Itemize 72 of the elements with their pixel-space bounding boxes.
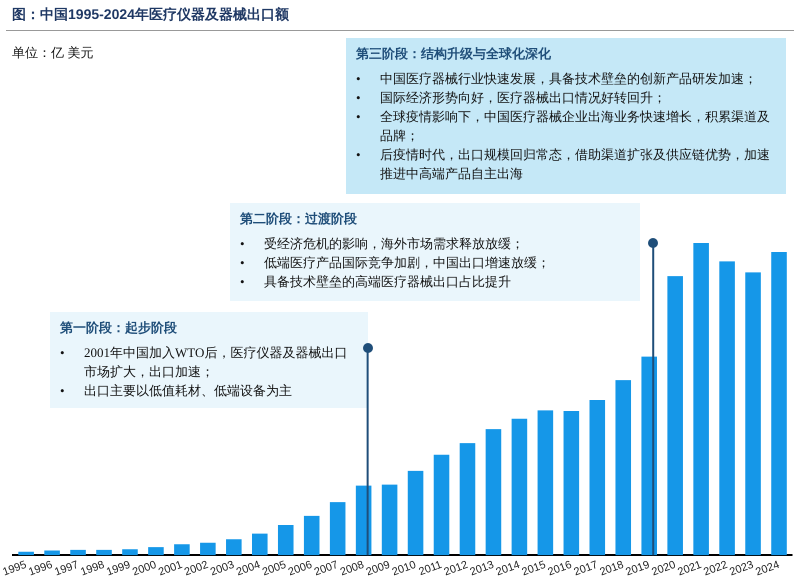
chart-title: 图：中国1995-2024年医疗仪器及器械出口额 — [12, 6, 289, 24]
x-tick-label: 2020 — [650, 558, 678, 578]
x-tick-label: 2014 — [494, 558, 522, 578]
bar — [226, 539, 242, 556]
annotation: 受经济危机的影响，海外市场需求释放放缓； — [264, 235, 524, 253]
annotation: • — [240, 235, 246, 253]
x-tick-label: 2010 — [390, 558, 418, 578]
x-tick-label: 2024 — [754, 558, 782, 578]
annotation: • — [60, 382, 66, 400]
bar — [771, 252, 787, 556]
bar — [693, 243, 709, 556]
bar — [200, 542, 216, 556]
annotation: 具备技术壁垒的高端医疗器械出口占比提升 — [264, 273, 511, 291]
x-tick-label: 2016 — [546, 558, 574, 578]
x-tick-label: 2013 — [468, 558, 496, 578]
bar — [148, 547, 164, 556]
text-box: 第三阶段：结构升级与全球化深化 • 中国医疗器械行业快速发展，具备技术壁垒的创新产品研发加速； • 国际经济形势向好，医疗器械出口情况好转回升； • 全球疫情影响下，中国医疗器械企业出海业务快速增长，积累渠道及品牌； • 后疫情时代，出口规模回归常态，借助渠道扩张及供应链优势，加速推进中高端产品自主出海 — [346, 38, 786, 194]
x-tick-label: 1998 — [79, 558, 106, 578]
bar — [564, 410, 580, 556]
bar — [96, 550, 112, 556]
x-tick-label: 2006 — [286, 558, 314, 578]
text: 第二阶段：过渡阶段 — [240, 211, 357, 226]
annotation: • — [240, 254, 246, 272]
x-tick-label: 2021 — [676, 558, 704, 578]
bar — [252, 534, 268, 556]
x-tick-label: 2015 — [520, 558, 548, 578]
bar — [304, 516, 320, 556]
bar — [122, 549, 138, 556]
x-tick-label: 2019 — [624, 558, 652, 578]
x-tick-label: 2000 — [130, 558, 158, 578]
bar — [667, 276, 683, 556]
bar — [460, 443, 476, 556]
x-tick-label: 2018 — [598, 558, 626, 578]
bar — [615, 380, 632, 556]
chart-subtitle: 单位：亿 美元 — [12, 44, 94, 62]
bar — [174, 544, 190, 556]
annotation: 2001年中国加入WTO后，医疗仪器及器械出口市场扩大，出口加速； — [84, 344, 348, 381]
bar — [719, 261, 735, 556]
x-tick-label: 1995 — [1, 558, 28, 578]
x-tick-label: 2012 — [442, 558, 470, 578]
bar — [590, 400, 606, 556]
bar — [538, 410, 554, 556]
x-tick-label: 2022 — [702, 558, 730, 578]
bar — [745, 272, 761, 556]
x-tick-label: 2005 — [260, 558, 288, 578]
bar — [330, 502, 346, 556]
x-tick-label: 2007 — [312, 558, 340, 578]
x-tick-label: 2002 — [182, 558, 210, 578]
bar — [486, 429, 502, 556]
x-tick-label: 2001 — [156, 558, 184, 578]
x-tick-label: 1997 — [53, 558, 80, 578]
annotation: 第一阶段：起步阶段 — [60, 319, 178, 337]
annotation: • — [60, 344, 66, 362]
x-tick-label: 1996 — [27, 558, 54, 578]
x-tick-label: 2023 — [728, 558, 756, 578]
annotation: • — [240, 273, 246, 291]
bar — [382, 484, 398, 556]
x-tick-label: 2009 — [364, 558, 392, 578]
bar — [512, 418, 528, 556]
bar — [278, 524, 294, 556]
x-tick-label: 1999 — [104, 558, 132, 578]
x-tick-label: 2011 — [417, 558, 444, 578]
annotation: 出口主要以低值耗材、低端设备为主 — [84, 382, 292, 400]
x-tick-label: 2017 — [572, 558, 600, 578]
bar — [70, 550, 86, 556]
x-tick-label: 2004 — [234, 558, 262, 578]
bar — [408, 470, 424, 556]
bar — [44, 550, 60, 556]
bar — [434, 454, 450, 556]
annotation: 低端医疗产品国际竞争加剧，中国出口增速放缓； — [264, 254, 550, 272]
x-tick-label: 2003 — [208, 558, 236, 578]
x-tick-label: 2008 — [338, 558, 366, 578]
